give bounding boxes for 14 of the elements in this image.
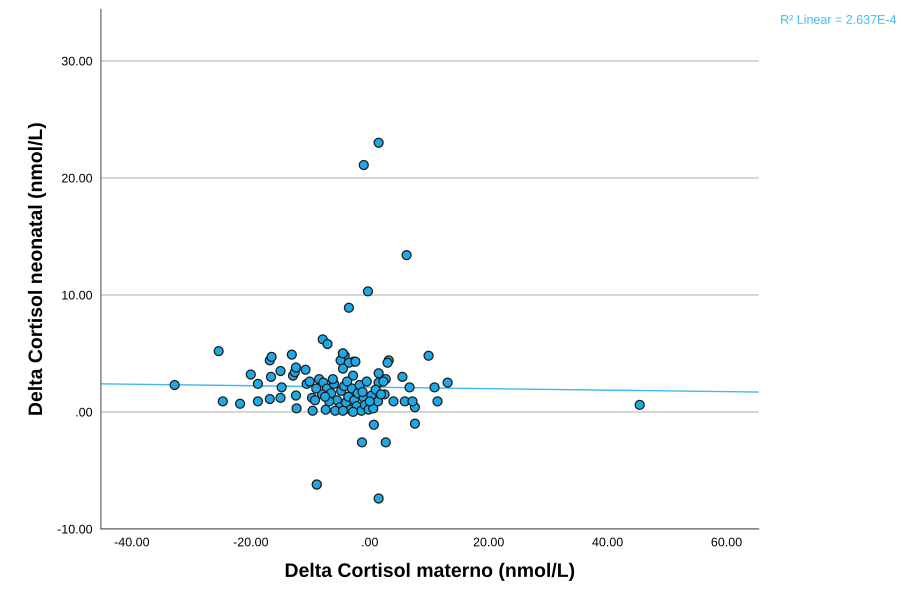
y-tick-label: .00: [76, 408, 92, 417]
x-tick-label: 20.00: [474, 538, 504, 546]
x-tick-label: .00: [362, 538, 378, 546]
x-axis-title: Delta Cortisol materno (nmol/L): [286, 562, 574, 581]
y-tick-label: 20.00: [62, 174, 92, 183]
y-axis-title: Delta Cortisol neonatal (nmol/L): [28, 123, 46, 415]
x-tick-label: -40.00: [114, 538, 150, 546]
text: R² Linear = 2.637E-4: [781, 14, 896, 24]
x-tick-label: -20.00: [234, 538, 268, 546]
y-tick-label: 10.00: [62, 290, 92, 300]
x-tick-label: 40.00: [592, 538, 623, 546]
y-tick-label: -10.00: [58, 524, 92, 534]
x-tick-label: 60.00: [712, 538, 742, 546]
y-tick-label: 30.00: [62, 56, 92, 66]
